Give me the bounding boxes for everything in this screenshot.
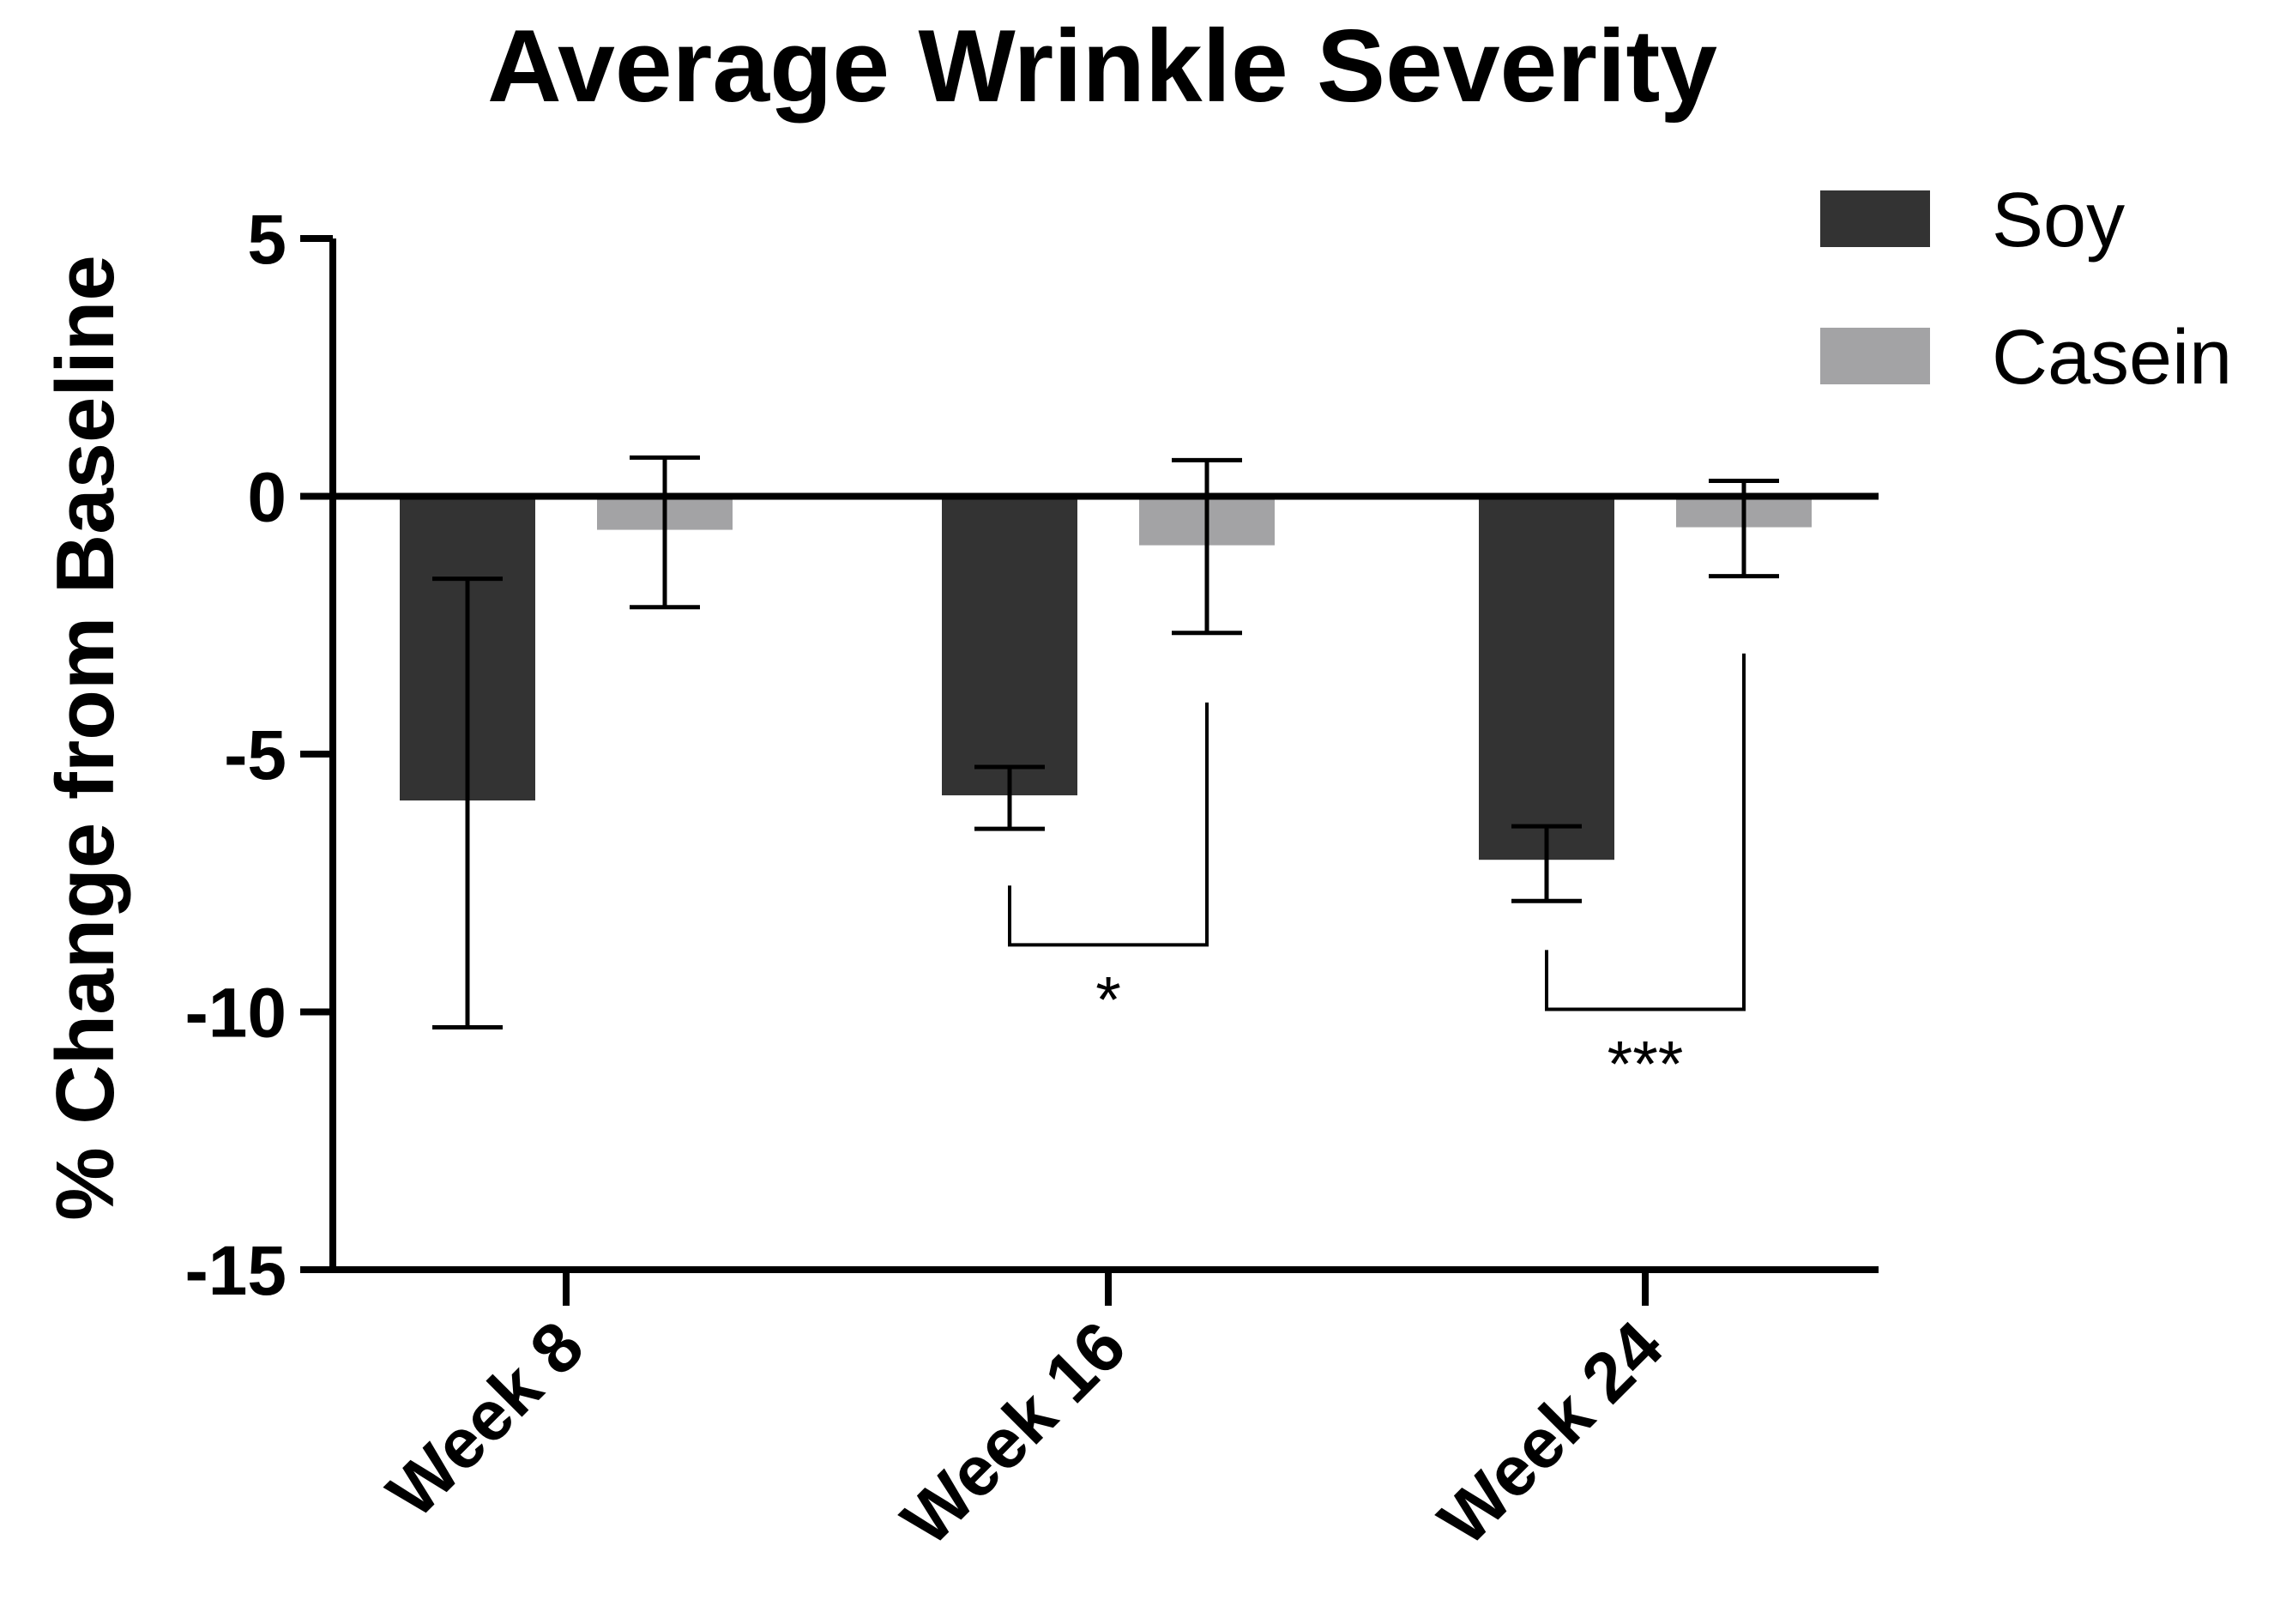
- y-tick-label: -10: [184, 975, 287, 1053]
- significance-bracket: [1008, 702, 1209, 947]
- y-tick-label: 5: [247, 201, 287, 279]
- legend-swatch-casein: [1820, 328, 1930, 384]
- y-axis-label: % Change from Baseline: [39, 255, 131, 1221]
- chart-title: Average Wrinkle Severity: [487, 9, 1717, 124]
- x-tick-label: Week 16: [887, 1307, 1140, 1560]
- legend: Soy Casein: [1820, 178, 2232, 401]
- x-tick-label: Week 8: [373, 1307, 599, 1532]
- y-tick-label: -5: [224, 716, 287, 794]
- bar-soy-3: [1479, 496, 1614, 860]
- legend-label-soy: Soy: [1992, 178, 2125, 263]
- significance-label: ***: [1607, 1028, 1684, 1101]
- legend-swatch-soy: [1820, 190, 1930, 247]
- bar-soy-2: [942, 496, 1077, 796]
- significance-label: *: [1095, 963, 1121, 1036]
- legend-label-casein: Casein: [1992, 315, 2232, 401]
- significance-bracket: [1545, 653, 1746, 1011]
- y-tick-label: -15: [184, 1232, 287, 1310]
- x-tick-label: Week 24: [1424, 1307, 1678, 1561]
- y-tick-label: 0: [247, 459, 287, 537]
